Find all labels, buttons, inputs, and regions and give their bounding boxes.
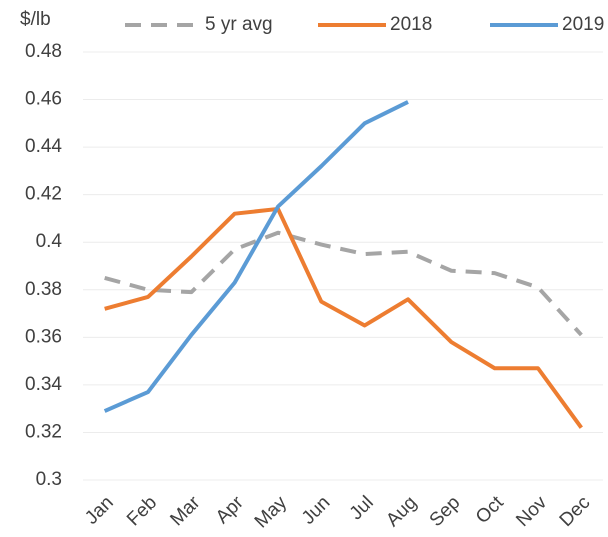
- series-line: [104, 206, 583, 429]
- legend-label: 2018: [390, 14, 432, 35]
- x-tick-label: Nov: [512, 492, 551, 531]
- x-tick-label: Apr: [212, 492, 248, 528]
- x-tick-label: Feb: [123, 492, 161, 530]
- y-tick-label: 0.3: [36, 469, 62, 490]
- x-tick-label: Jul: [346, 492, 378, 524]
- x-tick-label: Mar: [166, 492, 204, 530]
- legend-label: 2019: [562, 14, 604, 35]
- y-tick-label: 0.44: [25, 136, 62, 157]
- series-line: [104, 230, 583, 337]
- y-axis-label: $/lb: [20, 9, 51, 30]
- y-tick-label: 0.48: [25, 41, 62, 62]
- y-tick-label: 0.36: [25, 326, 62, 347]
- y-tick-label: 0.46: [25, 89, 62, 110]
- x-tick-label: Dec: [556, 492, 595, 531]
- legend-label: 5 yr avg: [205, 14, 273, 35]
- y-tick-label: 0.42: [25, 184, 62, 205]
- x-tick-label: Jan: [81, 492, 118, 529]
- x-tick-label: May: [251, 492, 292, 533]
- x-tick-label: Jun: [298, 492, 335, 529]
- x-tick-label: Aug: [382, 492, 421, 531]
- x-tick-label: Oct: [472, 492, 508, 528]
- y-tick-label: 0.4: [36, 231, 63, 252]
- y-tick-label: 0.34: [25, 374, 62, 395]
- x-tick-label: Sep: [426, 492, 465, 531]
- y-tick-label: 0.38: [25, 279, 62, 300]
- series-line: [103, 100, 409, 413]
- y-tick-label: 0.32: [25, 421, 62, 442]
